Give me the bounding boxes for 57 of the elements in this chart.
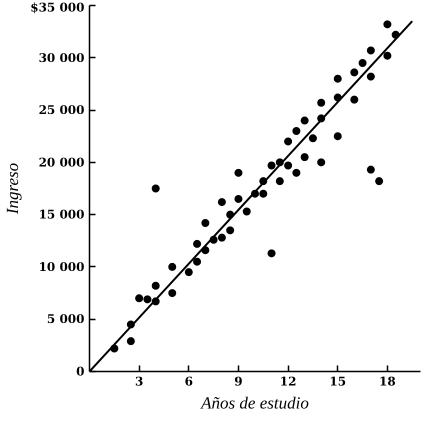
point	[366, 166, 375, 174]
x-tick-label: 6	[184, 374, 193, 388]
point	[234, 168, 242, 177]
y-tick-label: 25 000	[38, 103, 85, 118]
point	[350, 96, 358, 104]
point	[334, 74, 342, 83]
point	[300, 153, 309, 162]
point	[242, 208, 251, 216]
point	[317, 98, 326, 107]
point	[135, 294, 144, 302]
point	[383, 20, 392, 28]
point	[292, 168, 300, 177]
point	[168, 289, 176, 298]
x-tick-label: 9	[234, 374, 243, 388]
point	[366, 72, 375, 81]
point	[284, 162, 292, 170]
point	[317, 158, 326, 166]
y-tick-label: $35 000	[30, 0, 85, 14]
y-tick-label: 15 000	[38, 208, 85, 222]
y-axis-title: Ingreso	[3, 162, 22, 216]
point	[226, 226, 234, 234]
y-tick-label: 20 000	[38, 155, 85, 170]
point	[218, 198, 226, 206]
point	[366, 46, 375, 54]
point	[334, 132, 342, 140]
point	[152, 184, 160, 192]
point	[292, 126, 300, 135]
point	[300, 116, 309, 125]
y-tick-label: 5 000	[46, 312, 84, 326]
point	[259, 190, 268, 198]
x-tick-label: 12	[280, 374, 296, 388]
point	[184, 268, 193, 276]
y-tick-label: 10 000	[38, 260, 85, 274]
point	[143, 295, 152, 304]
y-tick-label: 0	[76, 364, 85, 378]
point	[152, 282, 160, 290]
point	[193, 240, 202, 248]
x-axis-title: Años de estudio	[200, 394, 309, 412]
point	[350, 68, 358, 76]
point	[168, 262, 176, 271]
point	[383, 52, 392, 60]
point	[358, 59, 367, 68]
point	[308, 134, 317, 142]
x-tick-label: 3	[134, 374, 144, 388]
point	[268, 249, 276, 258]
x-tick-label: 18	[379, 374, 396, 388]
point	[375, 177, 384, 186]
point	[234, 194, 242, 203]
point	[268, 162, 276, 170]
point	[193, 258, 202, 266]
point	[284, 137, 292, 146]
x-tick-label: 15	[329, 374, 346, 388]
point	[276, 177, 284, 186]
y-tick-label: 30 000	[38, 50, 85, 65]
point	[126, 337, 135, 346]
point	[201, 219, 210, 227]
point	[218, 234, 226, 242]
